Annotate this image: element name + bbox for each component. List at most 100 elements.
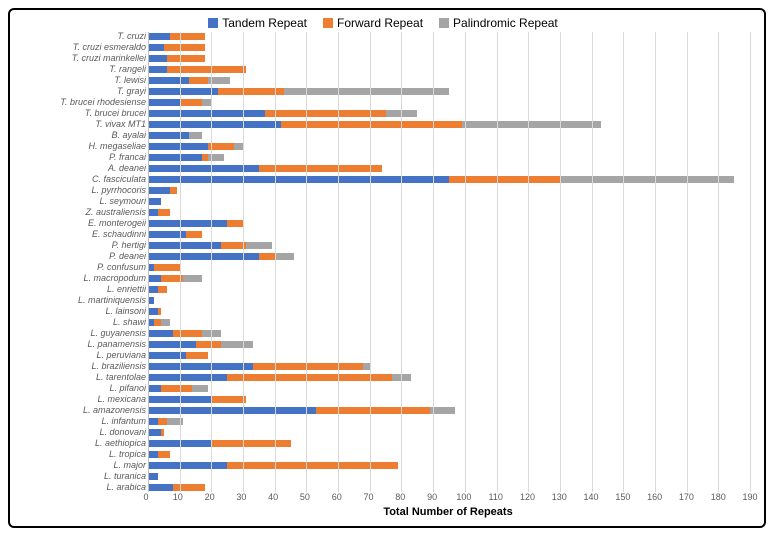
bar-row — [148, 274, 750, 283]
y-axis-category-label: T. lewisi — [16, 76, 146, 85]
x-tick-label: 190 — [742, 492, 757, 502]
bar-segment-tandem — [148, 451, 158, 458]
y-axis-category-label: L. pifanoi — [16, 384, 146, 393]
y-axis-labels: T. cruziT. cruzi esmeraldoT. cruzi marin… — [16, 32, 148, 492]
y-axis-category-label: Z. australiensis — [16, 208, 146, 217]
chart-frame: Tandem Repeat Forward Repeat Palindromic… — [8, 8, 766, 528]
y-axis-category-label: L. enriettii — [16, 285, 146, 294]
bar-segment-forward — [281, 121, 462, 128]
bar-segment-tandem — [148, 374, 227, 381]
y-axis-category-label: L. martiniquensis — [16, 296, 146, 305]
bar-segment-tandem — [148, 209, 158, 216]
bar-segment-tandem — [148, 198, 161, 205]
bar-segment-forward — [227, 462, 398, 469]
bar-segment-forward — [227, 374, 392, 381]
bar-segment-palindromic — [189, 132, 202, 139]
y-axis-category-label: L. turanica — [16, 472, 146, 481]
bar-segment-forward — [211, 396, 246, 403]
bar-segment-tandem — [148, 77, 189, 84]
bar-segment-forward — [173, 330, 202, 337]
y-axis-category-label: L. mexicana — [16, 395, 146, 404]
bar-row — [148, 428, 750, 437]
bar-row — [148, 76, 750, 85]
bar-segment-tandem — [148, 33, 170, 40]
bar-segment-tandem — [148, 440, 211, 447]
bar-segment-forward — [158, 209, 171, 216]
x-tick-label: 140 — [584, 492, 599, 502]
y-axis-category-label: L. major — [16, 461, 146, 470]
bar-segment-forward — [154, 264, 179, 271]
bar-segment-tandem — [148, 297, 154, 304]
bar-segment-forward — [221, 242, 246, 249]
x-tick-label: 70 — [364, 492, 374, 502]
x-tick-label: 170 — [679, 492, 694, 502]
bar-row — [148, 120, 750, 129]
bars-area — [148, 32, 750, 492]
bar-segment-tandem — [148, 231, 186, 238]
bar-segment-forward — [161, 385, 193, 392]
y-axis-category-label: L. tarentolae — [16, 373, 146, 382]
bar-row — [148, 450, 750, 459]
bar-row — [148, 142, 750, 151]
y-axis-category-label: T. cruzi — [16, 32, 146, 41]
bar-segment-forward — [218, 88, 285, 95]
bar-segment-tandem — [148, 220, 227, 227]
x-tick-label: 50 — [300, 492, 310, 502]
x-tick-label: 130 — [552, 492, 567, 502]
bar-row — [148, 241, 750, 250]
bar-row — [148, 131, 750, 140]
bar-row — [148, 439, 750, 448]
y-axis-category-label: T. vivax MT1 — [16, 120, 146, 129]
bar-segment-palindromic — [275, 253, 294, 260]
bar-segment-forward — [158, 451, 171, 458]
bar-segment-palindromic — [161, 319, 171, 326]
bar-segment-tandem — [148, 154, 202, 161]
bar-segment-tandem — [148, 44, 164, 51]
bar-segment-tandem — [148, 286, 158, 293]
bar-row — [148, 472, 750, 481]
bar-row — [148, 219, 750, 228]
y-axis-category-label: H. megaseliae — [16, 142, 146, 151]
bar-row — [148, 208, 750, 217]
y-axis-category-label: T. brucei rhodesiense — [16, 98, 146, 107]
bar-segment-forward — [186, 231, 202, 238]
y-axis-category-label: L. pyrrhocoris — [16, 186, 146, 195]
x-tick-label: 30 — [236, 492, 246, 502]
y-axis-category-label: T. brucei brucei — [16, 109, 146, 118]
legend-label-palindromic: Palindromic Repeat — [453, 16, 558, 30]
bar-row — [148, 384, 750, 393]
bar-row — [148, 153, 750, 162]
bar-row — [148, 230, 750, 239]
x-tick-label: 0 — [143, 492, 148, 502]
y-axis-category-label: A. deanei — [16, 164, 146, 173]
y-axis-category-label: L. seymouri — [16, 197, 146, 206]
bar-row — [148, 32, 750, 41]
bar-row — [148, 87, 750, 96]
bar-row — [148, 263, 750, 272]
bar-segment-palindromic — [208, 77, 230, 84]
y-axis-category-label: L. braziliensis — [16, 362, 146, 371]
y-axis-category-label: L. guyanensis — [16, 329, 146, 338]
y-axis-category-label: T. cruzi esmeraldo — [16, 43, 146, 52]
bar-segment-palindromic — [284, 88, 449, 95]
bar-segment-palindromic — [363, 363, 369, 370]
bar-segment-forward — [173, 484, 205, 491]
bar-segment-tandem — [148, 385, 161, 392]
bar-row — [148, 373, 750, 382]
bar-segment-tandem — [148, 275, 161, 282]
chart-legend: Tandem Repeat Forward Repeat Palindromic… — [16, 16, 750, 30]
bar-segment-palindromic — [183, 275, 202, 282]
bar-segment-forward — [186, 352, 208, 359]
y-axis-category-label: L. amazonensis — [16, 406, 146, 415]
y-axis-category-label: L. panamensis — [16, 340, 146, 349]
bar-segment-palindromic — [202, 330, 221, 337]
bar-segment-forward — [161, 275, 183, 282]
bar-segment-forward — [158, 308, 161, 315]
bar-row — [148, 285, 750, 294]
bar-segment-tandem — [148, 352, 186, 359]
bar-segment-forward — [164, 44, 205, 51]
bar-row — [148, 406, 750, 415]
y-axis-category-label: L. lainsoni — [16, 307, 146, 316]
bar-segment-forward — [167, 66, 246, 73]
bar-segment-palindromic — [430, 407, 455, 414]
